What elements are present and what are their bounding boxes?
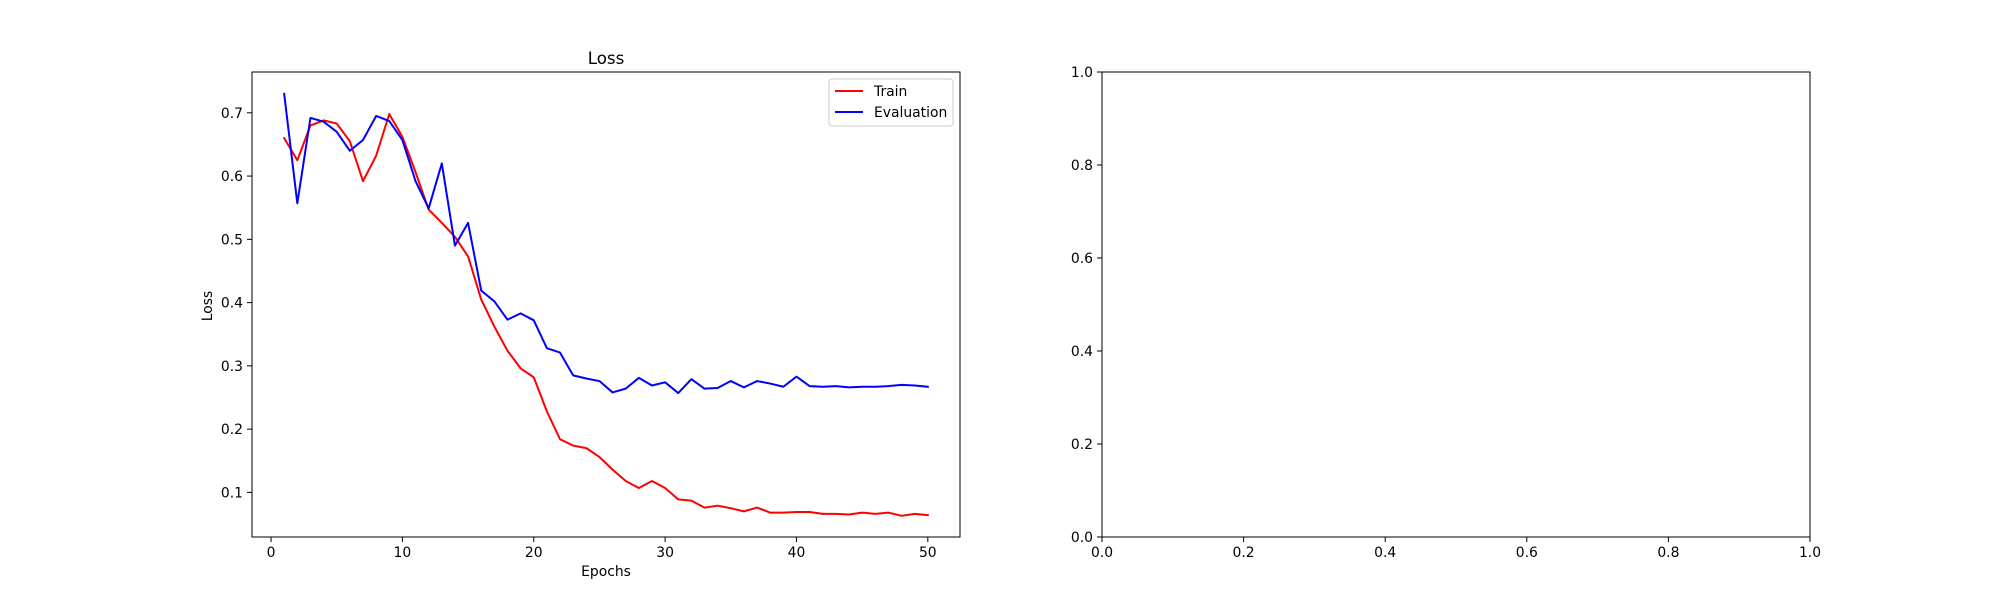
empty-chart: 0.0 0.2 0.4 0.6 0.8 1.0 0.0 0.2 0.4 0.6 0.8 1.0 <box>1071 65 1821 561</box>
empty-chart-x-tick-label: 0.6 <box>1516 545 1538 561</box>
loss-plot-area <box>282 92 929 517</box>
empty-chart-y-tick-label: 0.4 <box>1071 344 1093 360</box>
loss-y-tick-label: 0.1 <box>221 485 243 501</box>
empty-chart-y-tick-label: 0.2 <box>1071 437 1093 453</box>
empty-chart-y-ticks: 0.0 0.2 0.4 0.6 0.8 1.0 <box>1071 65 1102 546</box>
legend-evaluation-label: Evaluation <box>874 105 947 121</box>
loss-legend: Train Evaluation <box>828 78 954 127</box>
empty-chart-x-tick-label: 0.2 <box>1233 545 1255 561</box>
loss-y-tick-label: 0.5 <box>221 232 243 248</box>
loss-x-ticks: 0 10 20 30 40 50 <box>267 537 937 561</box>
loss-y-axis-label: Loss <box>200 291 216 321</box>
loss-x-tick-label: 30 <box>656 545 674 561</box>
loss-y-tick-label: 0.7 <box>221 106 243 122</box>
series-line-evaluation <box>283 92 929 395</box>
loss-y-tick-label: 0.4 <box>221 296 243 312</box>
loss-y-tick-label: 0.6 <box>221 169 243 185</box>
loss-x-axis-label: Epochs <box>581 564 631 580</box>
loss-x-tick-label: 0 <box>267 545 276 561</box>
empty-plot-frame <box>1101 71 1811 538</box>
empty-chart-x-tick-label: 0.0 <box>1091 545 1113 561</box>
loss-x-tick-label: 10 <box>394 545 412 561</box>
empty-chart-x-tick-label: 1.0 <box>1799 545 1821 561</box>
legend-train-label: Train <box>873 84 907 100</box>
loss-chart: Loss 0 10 20 30 40 50 0.1 0.2 0.3 0.4 0.5 0.6 0.7 E… <box>200 48 961 580</box>
empty-chart-y-tick-label: 0.8 <box>1071 158 1093 174</box>
series-line-train <box>282 113 929 517</box>
empty-chart-x-ticks: 0.0 0.2 0.4 0.6 0.8 1.0 <box>1091 537 1821 561</box>
loss-plot-frame <box>251 71 961 538</box>
empty-chart-y-tick-label: 0.6 <box>1071 251 1093 267</box>
loss-chart-title: Loss <box>588 48 625 68</box>
loss-x-tick-label: 40 <box>788 545 806 561</box>
empty-chart-x-tick-label: 0.8 <box>1657 545 1679 561</box>
loss-y-tick-label: 0.2 <box>221 422 243 438</box>
loss-x-tick-label: 50 <box>919 545 937 561</box>
empty-chart-y-tick-label: 0.0 <box>1071 530 1093 546</box>
empty-chart-x-tick-label: 0.4 <box>1374 545 1396 561</box>
loss-y-ticks: 0.1 0.2 0.3 0.4 0.5 0.6 0.7 <box>221 106 252 501</box>
loss-x-tick-label: 20 <box>525 545 543 561</box>
empty-chart-y-tick-label: 1.0 <box>1071 65 1093 81</box>
loss-y-tick-label: 0.3 <box>221 359 243 375</box>
